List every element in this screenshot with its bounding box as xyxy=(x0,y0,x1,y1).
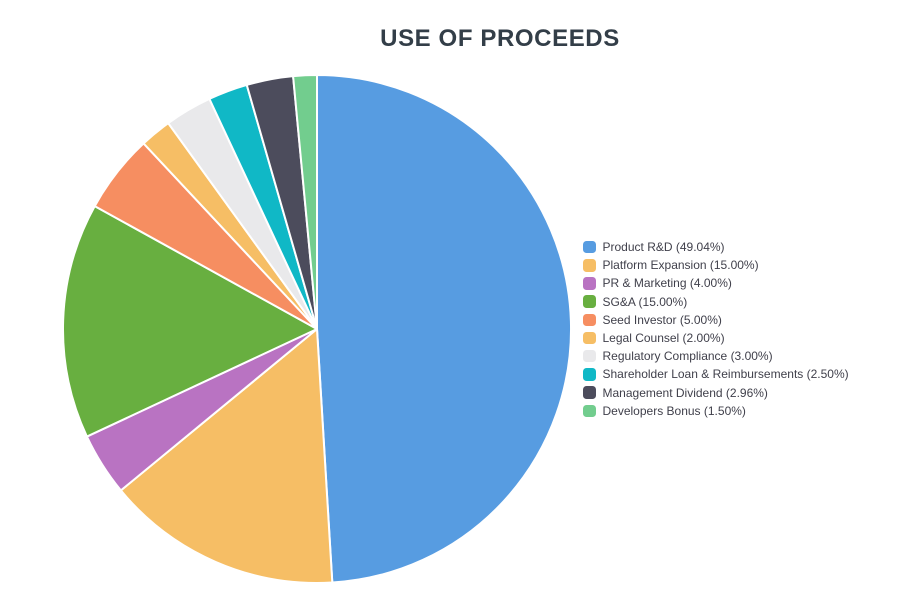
legend-item-label: Developers Bonus (1.50%) xyxy=(602,403,746,418)
legend-item-platform-expansion[interactable]: Platform Expansion (15.00%) xyxy=(583,256,849,274)
legend-swatch-icon xyxy=(583,386,596,399)
legend-item-label: SG&A (15.00%) xyxy=(602,294,688,309)
legend-item-label: Management Dividend (2.96%) xyxy=(602,385,768,400)
legend-swatch-icon xyxy=(583,331,596,345)
pie-slice-developers-bonus[interactable] xyxy=(292,74,318,330)
legend-item-label: Product R&D (49.04%) xyxy=(602,240,725,255)
legend-swatch-icon xyxy=(583,277,596,290)
legend-item-seed-investor[interactable]: Seed Investor (5.00%) xyxy=(583,311,849,329)
legend-item-sg-a[interactable]: SG&A (15.00%) xyxy=(583,293,849,311)
legend-item-legal-counsel[interactable]: Legal Counsel (2.00%) xyxy=(583,329,849,347)
legend-item-pr-marketing[interactable]: PR & Marketing (4.00%) xyxy=(583,274,849,292)
legend-item-developers-bonus[interactable]: Developers Bonus (1.50%) xyxy=(583,402,849,420)
legend-item-label: Shareholder Loan & Reimbursements (2.50%… xyxy=(602,367,849,382)
legend-swatch-icon xyxy=(583,240,596,254)
legend-swatch-icon xyxy=(583,259,596,272)
legend-item-label: PR & Marketing (4.00%) xyxy=(602,276,732,291)
chart-legend: Product R&D (49.04%) Platform Expansion (… xyxy=(583,238,849,420)
legend-item-product-r-d[interactable]: Product R&D (49.04%) xyxy=(583,238,849,256)
legend-item-label: Legal Counsel (2.00%) xyxy=(602,331,725,346)
legend-swatch-icon xyxy=(583,295,596,308)
legend-swatch-icon xyxy=(583,349,596,363)
legend-item-shareholder-loan-reimbursements[interactable]: Shareholder Loan & Reimbursements (2.50%… xyxy=(583,365,849,383)
pie-slice-platform-expansion[interactable] xyxy=(119,328,334,584)
legend-item-regulatory-compliance[interactable]: Regulatory Compliance (3.00%) xyxy=(583,347,849,365)
legend-item-label: Regulatory Compliance (3.00%) xyxy=(602,349,773,364)
legend-item-label: Platform Expansion (15.00%) xyxy=(602,258,759,273)
legend-swatch-icon xyxy=(583,368,596,381)
legend-swatch-icon xyxy=(583,404,596,418)
pie-slice-sg-a[interactable] xyxy=(62,205,318,438)
legend-item-label: Seed Investor (5.00%) xyxy=(602,312,722,327)
legend-swatch-icon xyxy=(583,313,596,327)
legend-item-management-dividend[interactable]: Management Dividend (2.96%) xyxy=(583,384,849,402)
pie-slice-product-r-d[interactable] xyxy=(316,74,573,584)
chart-title: USE OF PROCEEDS xyxy=(380,25,620,52)
